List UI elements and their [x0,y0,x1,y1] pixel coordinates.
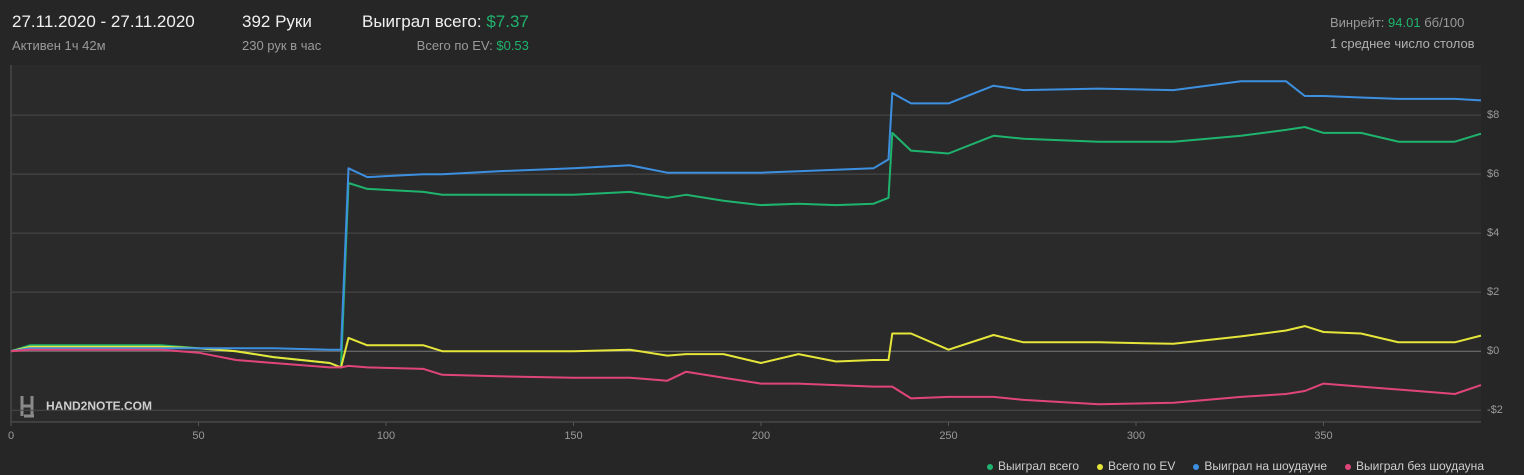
date-range: 27.11.2020 - 27.11.2020 [12,12,195,31]
y-tick-label: $0 [1487,345,1499,357]
winrate-unit: бб/100 [1424,15,1465,30]
legend-item: Выиграл всего [986,459,1080,473]
plot-area [11,65,1481,422]
legend-swatch [1345,463,1351,470]
date-block: 27.11.2020 - 27.11.2020 Активен 1ч 42м [12,12,195,53]
logo [20,396,34,418]
legend-item: Выиграл на шоудауне [1193,459,1327,473]
won-block: Выиграл всего: $7.37 Всего по EV: $0.53 [362,12,529,53]
x-tick-label: 150 [564,430,582,442]
hands: 392 Руки [242,12,312,31]
active-time: Активен 1ч 42м [12,38,106,53]
legend-label: Выиграл всего [997,459,1080,473]
legend-item: Всего по EV [1097,459,1175,473]
x-tick-label: 350 [1314,430,1332,442]
ev-value: $0.53 [496,38,529,53]
x-tick-label: 250 [939,430,957,442]
x-tick-label: 200 [752,430,770,442]
winrate-label: Винрейт: [1330,15,1385,30]
won-value: $7.37 [486,12,529,31]
x-tick-label: 0 [8,430,14,442]
watermark: HAND2NOTE.COM [20,396,152,418]
x-tick-label: 300 [1127,430,1145,442]
watermark-text: HAND2NOTE.COM [46,399,152,413]
y-tick-label: $8 [1487,109,1499,121]
legend-label: Выиграл на шоудауне [1204,459,1327,473]
legend: Выиграл всего Всего по EV Выиграл на шоуда… [986,459,1484,473]
series-line [10,348,1482,406]
winrate-block: Винрейт: 94.01 бб/100 1 среднее число ст… [1330,15,1475,51]
x-tick-label: 100 [377,430,395,442]
y-tick-label: $6 [1487,168,1499,180]
y-tick-label: $2 [1487,286,1499,298]
legend-swatch [1193,463,1200,470]
legend-label: Всего по EV [1108,459,1176,473]
x-tick-label: 50 [192,430,204,442]
hands-per-hour: 230 рук в час [242,38,322,53]
y-tick-label: $4 [1487,227,1499,239]
series-line [10,325,1482,369]
legend-label: Выиграл без шоудауна [1356,459,1484,473]
legend-item: Выиграл без шоудауна [1345,459,1484,473]
series-line [10,80,1482,353]
won-label: Выиграл всего: [362,12,482,31]
legend-swatch [1097,463,1104,470]
tables: 1 среднее число столов [1330,36,1475,51]
hands-block: 392 Руки 230 рук в час [242,12,321,53]
y-tick-label: -$2 [1487,404,1503,416]
winrate-value: 94.01 [1388,15,1421,30]
legend-swatch [986,463,993,470]
ev-label: Всего по EV: [416,38,493,53]
